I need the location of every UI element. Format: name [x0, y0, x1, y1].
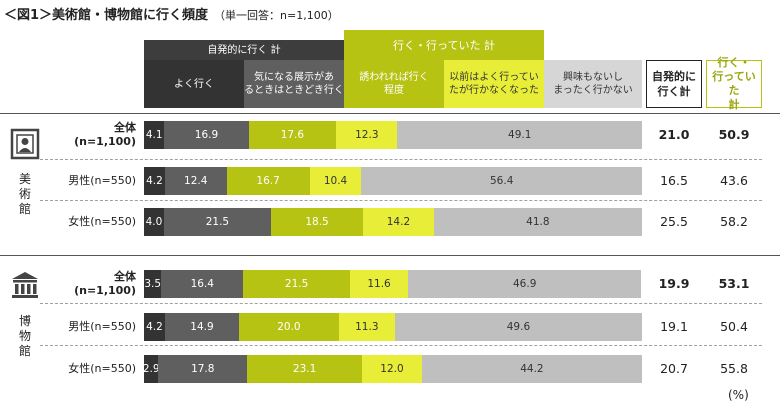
group-label-art-museum: 美術館 — [18, 172, 31, 216]
row-label-line: 全体 — [114, 270, 136, 283]
total-spontaneous-value: 25.5 — [660, 214, 688, 229]
bar-segment: 4.2 — [144, 313, 165, 341]
bar-segment: 4.0 — [144, 208, 164, 236]
total-visit-value: 50.9 — [718, 127, 750, 142]
bar-segment: 10.4 — [309, 167, 362, 195]
total-spontaneous-value: 21.0 — [658, 127, 690, 142]
category-header-1: 気になる展示があ るときはときどき行く — [244, 60, 344, 108]
group-label-museum: 博物館 — [18, 314, 31, 358]
row-label: 女性(n=550) — [10, 215, 136, 229]
stacked-bar: 4.2 12.4 16.7 10.4 56.4 — [144, 167, 642, 195]
bar-segment: 16.7 — [226, 167, 310, 195]
stacked-bar: 4.1 16.9 17.6 12.3 49.1 — [144, 121, 642, 149]
total-visit-value: 55.8 — [720, 361, 748, 376]
bar-segment: 14.2 — [363, 208, 434, 236]
bar-segment: 3.5 — [144, 270, 162, 298]
group-header-left: 自発的に行く 計 — [144, 40, 344, 60]
row-label: 男性(n=550) — [10, 174, 136, 188]
stacked-bar: 4.2 14.9 20.0 11.3 49.6 — [144, 313, 642, 341]
bar-segment: 23.1 — [247, 355, 363, 383]
bar-segment: 18.5 — [270, 208, 364, 236]
category-header-2: 誘われれば行く 程度 — [344, 60, 444, 108]
bar-segment: 17.6 — [248, 121, 337, 149]
row-label-line: 女性(n=550) — [68, 215, 136, 228]
total-visit-value: 50.4 — [720, 319, 748, 334]
total-visit-value: 53.1 — [718, 276, 750, 291]
total-visit-value: 58.2 — [720, 214, 748, 229]
bar-segment: 12.0 — [362, 355, 422, 383]
stacked-bar: 4.0 21.5 18.5 14.2 41.8 — [144, 208, 642, 236]
bar-segment: 14.9 — [164, 313, 240, 341]
bar-segment: 49.6 — [394, 313, 642, 341]
stacked-bar: 2.9 17.8 23.1 12.0 44.2 — [144, 355, 642, 383]
row-label: 全体 (n=1,100) — [10, 121, 136, 149]
bar-segment: 2.9 — [144, 355, 159, 383]
bar-segment: 44.2 — [421, 355, 642, 383]
bar-segment: 17.8 — [158, 355, 248, 383]
total-spontaneous-value: 20.7 — [660, 361, 688, 376]
row-label: 全体 (n=1,100) — [10, 270, 136, 298]
row-divider — [40, 159, 762, 160]
row-divider — [40, 303, 762, 304]
row-label-line: 女性(n=550) — [68, 362, 136, 375]
bar-segment: 21.5 — [243, 270, 351, 298]
bar-segment: 16.9 — [164, 121, 249, 149]
row-label-line: (n=1,100) — [74, 135, 136, 148]
bar-segment: 4.2 — [144, 167, 165, 195]
bar-segment: 16.4 — [161, 270, 244, 298]
bar-segment: 46.9 — [407, 270, 642, 298]
museum-building-icon — [12, 272, 38, 298]
row-divider — [40, 345, 762, 346]
separator-top — [0, 113, 780, 114]
bar-segment: 20.0 — [239, 313, 339, 341]
total-spontaneous-value: 16.5 — [660, 173, 688, 188]
bar-segment: 11.3 — [338, 313, 395, 341]
bar-segment: 4.1 — [144, 121, 165, 149]
bar-segment: 41.8 — [433, 208, 642, 236]
picture-frame-icon — [10, 128, 40, 160]
category-header-3: 以前はよく行ってい たが行かなくなった — [444, 60, 544, 108]
bar-segment: 11.6 — [350, 270, 408, 298]
row-label-line: 男性(n=550) — [68, 174, 136, 187]
bar-segment: 56.4 — [361, 167, 642, 195]
unit-label: (%) — [728, 388, 749, 402]
total-spontaneous-value: 19.1 — [660, 319, 688, 334]
category-header-4: 興味もないし まったく行かない — [544, 60, 642, 108]
stacked-bar: 3.5 16.4 21.5 11.6 46.9 — [144, 270, 642, 298]
total-header-2: 行く・ 行っていた計 — [706, 56, 762, 111]
separator-middle — [0, 255, 780, 256]
chart-subtitle: （単一回答：n=1,100） — [214, 9, 339, 22]
category-header-0: よく行く — [144, 60, 244, 108]
row-label-line: 全体 — [114, 121, 136, 134]
group-header-right: 行く・行っていた 計 — [344, 30, 544, 60]
bar-segment: 12.3 — [336, 121, 398, 149]
bar-segment: 21.5 — [163, 208, 271, 236]
chart-title: ＜図1＞美術館・博物館に行く頻度 （単一回答：n=1,100） — [4, 8, 339, 23]
total-visit-value: 43.6 — [720, 173, 748, 188]
row-divider — [40, 200, 762, 201]
row-label: 男性(n=550) — [10, 320, 136, 334]
total-spontaneous-value: 19.9 — [658, 276, 690, 291]
row-label-line: 男性(n=550) — [68, 320, 136, 333]
bar-segment: 12.4 — [164, 167, 227, 195]
row-label-line: (n=1,100) — [74, 284, 136, 297]
row-label: 女性(n=550) — [10, 362, 136, 376]
bar-segment: 49.1 — [397, 121, 642, 149]
total-header-1: 自発的に 行く計 — [646, 60, 702, 108]
